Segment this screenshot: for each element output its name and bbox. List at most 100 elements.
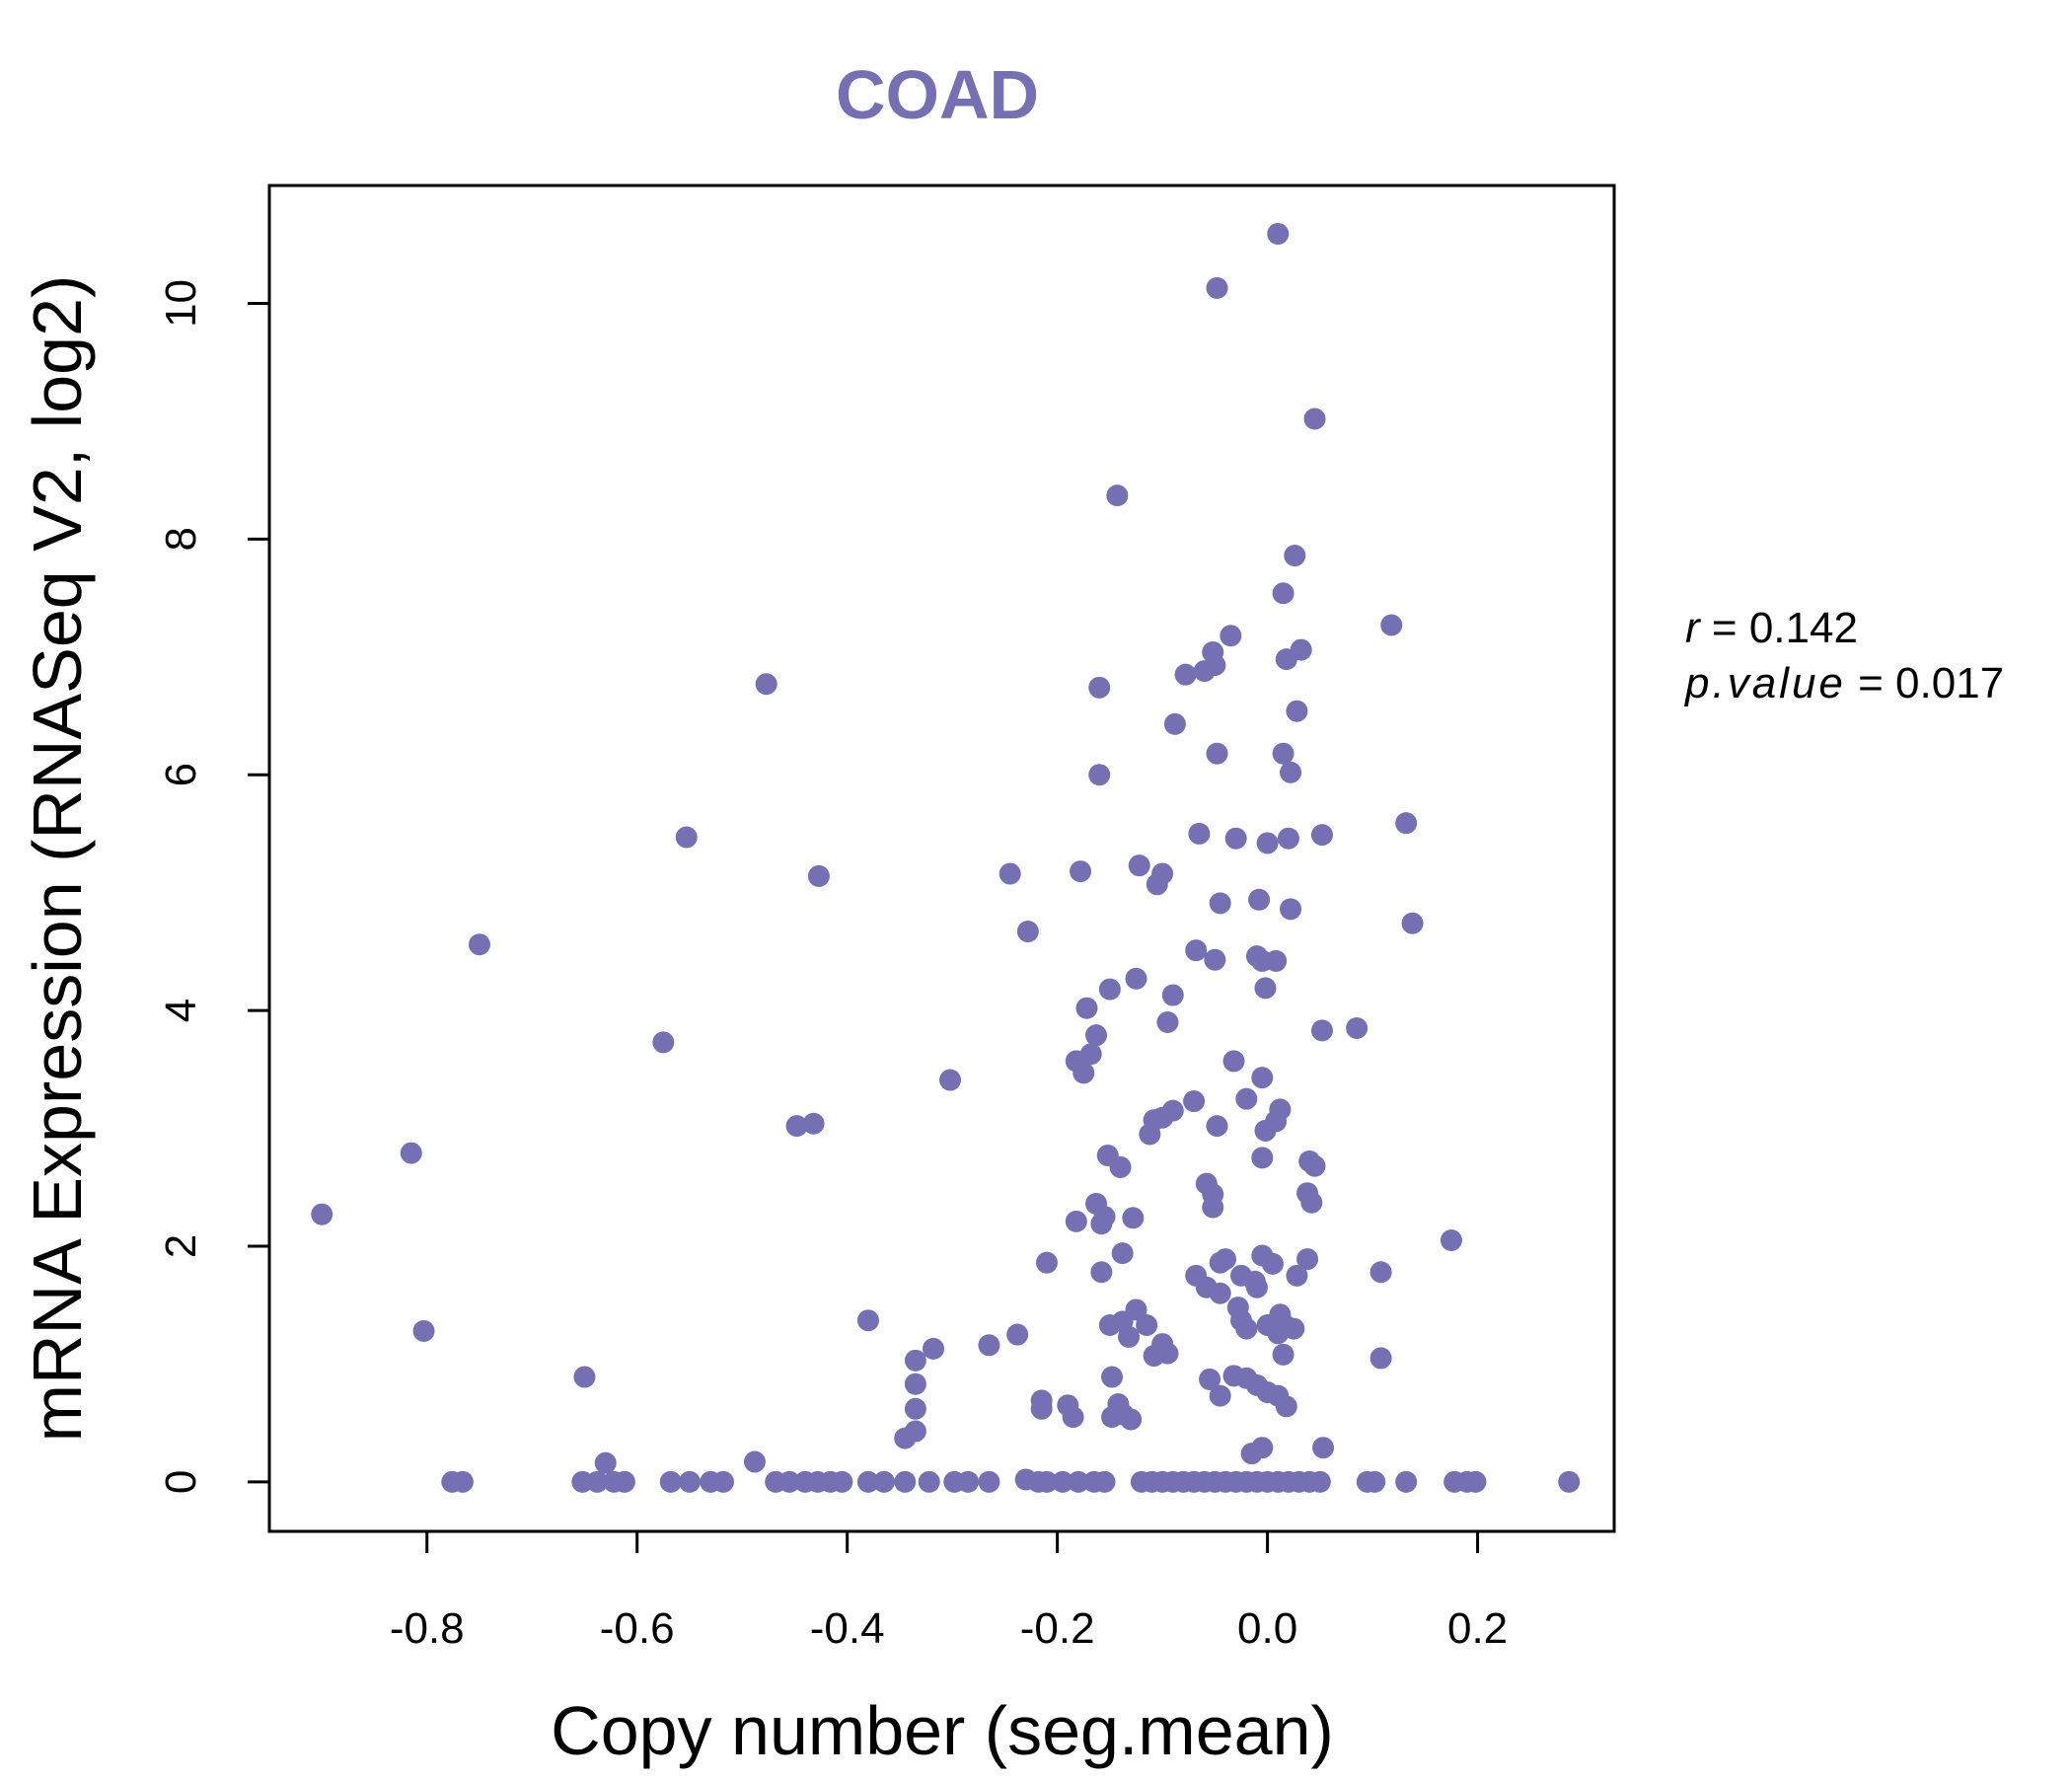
correlation-annotation: r = 0.142 p.value = 0.017: [1683, 604, 2004, 707]
y-tick-label: 2: [157, 1234, 205, 1258]
data-point: [807, 864, 830, 887]
data-point: [675, 826, 698, 849]
data-point: [939, 1069, 962, 1091]
data-point: [1065, 1210, 1087, 1232]
data-point: [1174, 663, 1197, 686]
data-point: [1016, 921, 1039, 943]
data-point: [1251, 1437, 1274, 1459]
data-point: [1284, 545, 1306, 567]
data-point: [1125, 1299, 1147, 1321]
data-point: [1235, 1087, 1258, 1110]
data-point: [1199, 1368, 1221, 1390]
data-point: [1222, 1050, 1245, 1073]
data-point: [1464, 1470, 1487, 1493]
data-point: [1070, 860, 1092, 883]
data-point: [451, 1470, 474, 1493]
data-point: [594, 1451, 617, 1474]
data-point: [1395, 812, 1418, 835]
data-points: [311, 222, 1581, 1493]
data-point: [785, 1115, 808, 1138]
data-point: [904, 1373, 926, 1395]
data-point: [1156, 1342, 1179, 1365]
data-point: [1206, 742, 1228, 765]
data-point: [659, 1470, 682, 1493]
data-point: [1079, 1043, 1102, 1066]
y-tick-label: 0: [157, 1470, 205, 1494]
data-point: [1118, 1325, 1141, 1348]
data-point: [1035, 1470, 1058, 1493]
data-point: [1051, 1470, 1073, 1493]
data-point: [1272, 1343, 1295, 1366]
data-point: [1283, 1317, 1305, 1340]
data-point: [1364, 1470, 1386, 1493]
data-point: [802, 1112, 825, 1135]
x-tick-label: -0.6: [600, 1604, 675, 1653]
data-point: [1209, 1282, 1231, 1304]
data-point: [1093, 1206, 1116, 1228]
p-equals: =: [1858, 659, 1895, 707]
data-point: [1275, 1395, 1297, 1418]
data-point: [1395, 1470, 1418, 1493]
data-point: [1310, 824, 1333, 847]
data-point: [1206, 276, 1228, 299]
data-point: [831, 1470, 853, 1493]
data-point: [1161, 1099, 1184, 1122]
data-point: [1062, 1406, 1084, 1429]
data-point: [856, 1470, 879, 1493]
data-point: [1185, 939, 1208, 962]
data-point: [1098, 978, 1121, 1001]
data-point: [712, 1470, 735, 1493]
data-point: [1286, 1264, 1308, 1287]
data-point: [1128, 854, 1150, 877]
data-point: [1272, 582, 1295, 605]
data-point: [1290, 638, 1312, 661]
data-point: [1067, 1470, 1089, 1493]
svg-text:r = 0.142: r = 0.142: [1685, 604, 1858, 652]
data-point: [1308, 1470, 1331, 1493]
data-point: [1088, 764, 1111, 786]
data-point: [1280, 898, 1302, 921]
data-point: [1030, 1389, 1053, 1412]
data-point: [1251, 1067, 1274, 1089]
data-point: [1269, 1098, 1292, 1121]
data-point: [1251, 1147, 1274, 1169]
data-point: [1369, 1261, 1392, 1284]
x-axis-label: Copy number (seg.mean): [551, 1692, 1334, 1769]
y-tick-label: 4: [157, 999, 205, 1022]
data-point: [1248, 888, 1271, 911]
data-point: [1380, 614, 1403, 636]
data-point: [755, 673, 777, 696]
r-label: r: [1685, 604, 1702, 652]
data-point: [678, 1470, 701, 1493]
chart-title: COAD: [836, 56, 1039, 133]
data-point: [311, 1203, 333, 1225]
data-point: [1035, 1251, 1058, 1274]
data-point: [400, 1142, 422, 1164]
data-point: [1215, 1248, 1237, 1271]
data-point: [1109, 1155, 1132, 1178]
x-axis: -0.8 -0.6 -0.4 -0.2 0.0 0.2: [390, 1529, 1508, 1653]
data-point: [1188, 822, 1211, 845]
data-point: [978, 1470, 1000, 1493]
x-tick-label: -0.4: [810, 1604, 885, 1653]
data-point: [1156, 1011, 1179, 1034]
svg-text:p.value = 0.: p.value = 0.017: [1683, 659, 2004, 707]
data-point: [1120, 1408, 1143, 1431]
data-point: [1286, 700, 1308, 722]
x-tick-label: 0.0: [1237, 1604, 1297, 1653]
data-point: [1161, 984, 1184, 1006]
r-equals: =: [1712, 604, 1749, 652]
data-point: [1224, 827, 1247, 850]
data-point: [613, 1470, 635, 1493]
data-point: [1310, 1019, 1333, 1042]
y-axis-label: mRNA Expression (RNASeq V2, log2): [19, 275, 96, 1443]
data-point: [1183, 1090, 1206, 1113]
data-point: [1303, 1154, 1326, 1177]
data-point: [1256, 832, 1279, 854]
y-tick-label: 8: [157, 527, 205, 551]
data-point: [1254, 977, 1277, 1000]
data-point: [1163, 712, 1186, 735]
data-point: [1111, 1242, 1134, 1265]
data-point: [1209, 1384, 1231, 1407]
